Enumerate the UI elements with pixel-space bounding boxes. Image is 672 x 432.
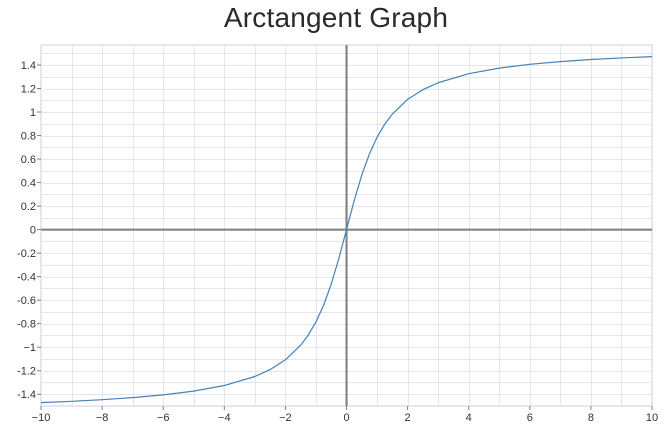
- y-tick-label: 1.2: [21, 84, 36, 96]
- chart-title: Arctangent Graph: [223, 2, 449, 33]
- y-tick-label: 1.4: [21, 60, 36, 72]
- y-tick-label: 0.2: [21, 201, 36, 213]
- y-tick-label: 0.6: [21, 154, 36, 166]
- series-layer: [40, 56, 653, 404]
- y-tick-label: 0.8: [21, 131, 36, 143]
- x-tick-label: 2: [405, 412, 411, 424]
- y-tick-label: −1: [23, 342, 36, 354]
- y-tick-label: -1.2: [17, 366, 36, 378]
- y-tick-label: -0.6: [17, 295, 36, 307]
- y-tick-label: 0: [30, 225, 36, 237]
- x-tick-labels: −10 −8 −6 −4 −2 0 2 4 6 8 10: [32, 412, 658, 424]
- x-tick-label: 6: [527, 412, 533, 424]
- y-tick-labels: -1.4 -1.2 −1 -0.8 -0.6 -0.4 -0.2 0 0.2 0.4 0.6 0.8 1…: [17, 60, 36, 401]
- x-tick-label: 10: [646, 412, 658, 424]
- y-tick-label: -0.2: [17, 248, 36, 260]
- x-tick-label: −8: [96, 412, 109, 424]
- axes: [37, 45, 653, 410]
- x-tick-label: −6: [157, 412, 170, 424]
- x-tick-label: −2: [279, 412, 292, 424]
- y-tick-label: -0.4: [17, 272, 36, 284]
- y-tick-label: -1.4: [17, 389, 36, 401]
- x-tick-label: 4: [466, 412, 472, 424]
- y-tick-label: -0.8: [17, 319, 36, 331]
- y-tick-label: 0.4: [21, 178, 36, 190]
- x-tick-label: −4: [218, 412, 231, 424]
- x-tick-label: −10: [32, 412, 51, 424]
- y-tick-label: 1: [30, 107, 36, 119]
- x-tick-label: 8: [588, 412, 594, 424]
- x-tick-label: 0: [343, 412, 349, 424]
- series-line-0: [40, 56, 653, 404]
